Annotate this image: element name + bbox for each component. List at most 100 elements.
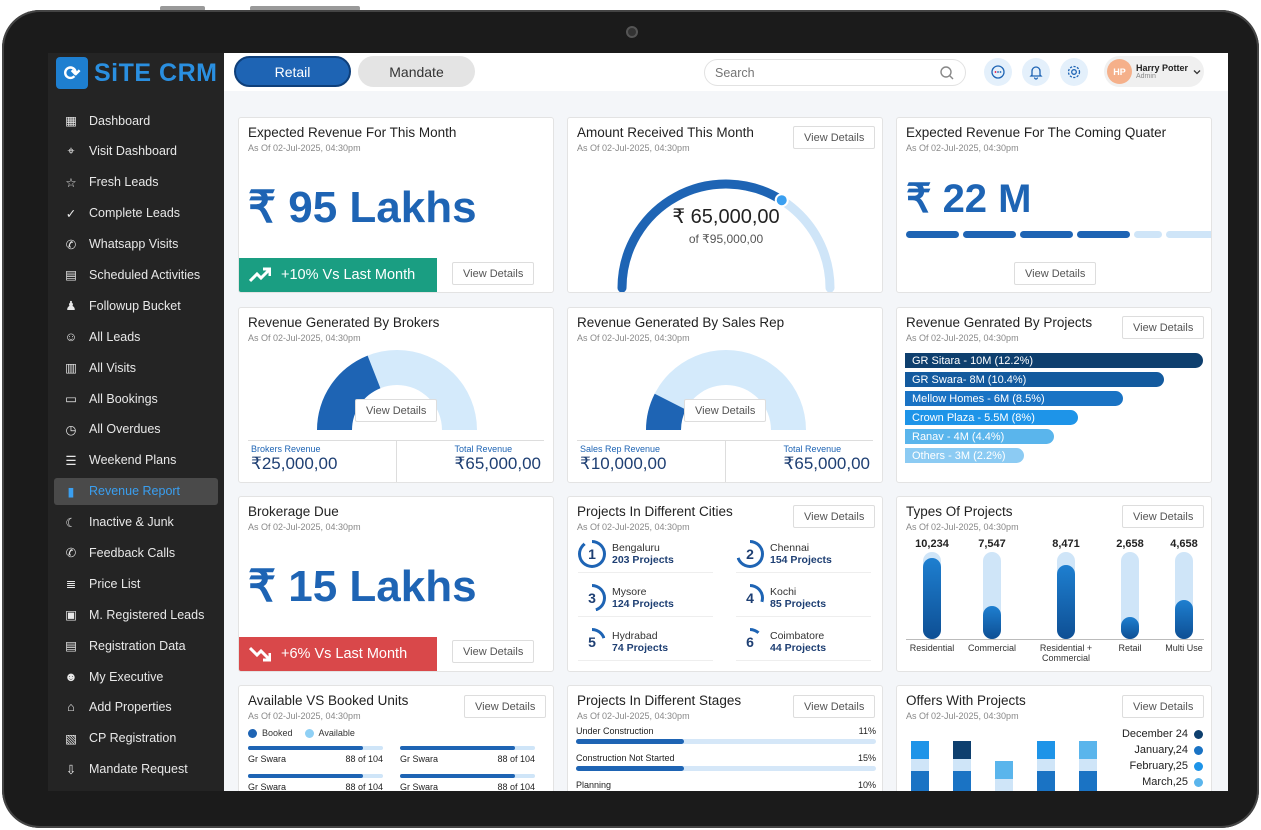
quarter-segment	[1166, 231, 1211, 238]
view-details-button[interactable]: View Details	[452, 262, 535, 285]
sidebar-item-label: All Overdues	[89, 422, 161, 437]
city-name: Chennai	[770, 542, 810, 554]
sidebar-item-all-overdues[interactable]: ◷ All Overdues	[54, 416, 218, 443]
card-asof: As Of 02-Jul-2025, 04:30pm	[906, 711, 1019, 721]
sidebar-item-label: Inactive & Junk	[89, 515, 174, 530]
sidebar-item-feedback-calls[interactable]: ✆ Feedback Calls	[54, 539, 218, 566]
view-details-button[interactable]: View Details	[793, 695, 876, 718]
sidebar-item-my-executive[interactable]: ☻ My Executive	[54, 663, 218, 690]
sidebar-item-dashboard[interactable]: ▦ Dashboard	[54, 107, 218, 134]
view-details-button[interactable]: View Details	[452, 640, 535, 663]
type-value-label: 4,658	[1170, 538, 1198, 550]
sidebar-item-label: Registration Data	[89, 638, 186, 653]
city-item[interactable]: 4 Kochi 85 Projects	[736, 584, 871, 617]
sidebar-item-label: Price List	[89, 576, 141, 591]
card-asof: As Of 02-Jul-2025, 04:30pm	[248, 143, 361, 153]
logo[interactable]: ⟳ SiTE CRM	[56, 55, 218, 91]
sidebar: ⟳ SiTE CRM ▦ Dashboard ⌖ Visit Dashboard ☆ Fr…	[48, 53, 224, 791]
gear-icon[interactable]	[1060, 58, 1088, 86]
user-name: Harry Potter	[1136, 62, 1189, 73]
view-details-button[interactable]: View Details	[464, 695, 547, 718]
city-rank-ring: 5	[578, 628, 606, 656]
city-name: Coimbatore	[770, 630, 825, 642]
view-details-button[interactable]: View Details	[355, 399, 438, 422]
sidebar-item-inactive-junk[interactable]: ☾ Inactive & Junk	[54, 509, 218, 536]
sidebar-item-label: M. Registered Leads	[89, 607, 205, 622]
booked-dot	[248, 728, 257, 738]
view-details-button[interactable]: View Details	[1014, 262, 1097, 285]
sidebar-item-complete-leads[interactable]: ✓ Complete Leads	[54, 200, 218, 227]
growth-badge-text: +10% Vs Last Month	[281, 267, 416, 283]
sidebar-item-cp-registration[interactable]: ▧ CP Registration	[54, 725, 218, 752]
view-details-button[interactable]: View Details	[684, 399, 767, 422]
view-details-button[interactable]: View Details	[1122, 316, 1205, 339]
sidebar-item-m-registered-leads[interactable]: ▣ M. Registered Leads	[54, 601, 218, 628]
sidebar-item-visit-dashboard[interactable]: ⌖ Visit Dashboard	[54, 138, 218, 165]
quarter-segment	[1077, 231, 1130, 238]
document-icon: ▭	[65, 392, 77, 407]
download-icon: ⇩	[65, 762, 77, 777]
card-expected-quarter: Expected Revenue For The Coming Quater A…	[896, 117, 1212, 293]
sidebar-item-revenue-report[interactable]: ▮ Revenue Report	[54, 477, 218, 505]
received-gauge	[617, 179, 835, 292]
sidebar-item-registration-data[interactable]: ▤ Registration Data	[54, 632, 218, 659]
city-item[interactable]: 6 Coimbatore 44 Projects	[736, 628, 871, 661]
type-bar	[1057, 565, 1075, 639]
type-bar-track	[1175, 552, 1193, 639]
logo-mark-icon: ⟳	[56, 57, 88, 89]
city-item[interactable]: 3 Mysore 124 Projects	[578, 584, 713, 617]
city-count: 124 Projects	[612, 598, 674, 610]
units-legend: Booked Available	[248, 728, 355, 738]
city-rank: 4	[746, 590, 754, 606]
screen: ⟳ SiTE CRM ▦ Dashboard ⌖ Visit Dashboard ☆ Fr…	[48, 53, 1228, 791]
sidebar-item-followup-bucket[interactable]: ♟ Followup Bucket	[54, 292, 218, 319]
tab-retail[interactable]: Retail	[234, 56, 351, 87]
search-box	[704, 59, 966, 86]
sidebar-item-label: Whatsapp Visits	[89, 237, 179, 252]
card-asof: As Of 02-Jul-2025, 04:30pm	[577, 711, 690, 721]
user-menu[interactable]: HP Harry Potter Admin	[1104, 56, 1204, 87]
sidebar-item-all-visits[interactable]: ▥ All Visits	[54, 354, 218, 381]
type-category-label: Multi Use	[1165, 643, 1203, 653]
sidebar-item-label: Feedback Calls	[89, 545, 176, 560]
view-details-button[interactable]: View Details	[793, 505, 876, 528]
card-title: Projects In Different Stages	[577, 693, 742, 708]
sales-rep-gauge	[646, 350, 806, 430]
card-asof: As Of 02-Jul-2025, 04:30pm	[906, 522, 1019, 532]
sidebar-item-add-properties[interactable]: ⌂ Add Properties	[54, 694, 218, 721]
sidebar-item-mandate-request[interactable]: ⇩ Mandate Request	[54, 756, 218, 783]
sidebar-item-scheduled-activities[interactable]: ▤ Scheduled Activities	[54, 261, 218, 288]
card-amount-received: Amount Received This Month As Of 02-Jul-…	[567, 117, 883, 293]
city-item[interactable]: 2 Chennai 154 Projects	[736, 540, 871, 573]
bell-icon[interactable]	[1022, 58, 1050, 86]
view-details-button[interactable]: View Details	[1122, 695, 1205, 718]
card-asof: As Of 02-Jul-2025, 04:30pm	[906, 143, 1019, 153]
stage-label: Construction Not Started	[576, 753, 675, 763]
people-icon: ☺	[64, 329, 78, 344]
city-item[interactable]: 5 Hydrabad 74 Projects	[578, 628, 713, 661]
city-rank: 6	[746, 634, 754, 650]
sidebar-item-price-list[interactable]: ≣ Price List	[54, 570, 218, 597]
city-count: 74 Projects	[612, 642, 669, 654]
sidebar-item-weekend-plans[interactable]: ☰ Weekend Plans	[54, 447, 218, 474]
view-details-button[interactable]: View Details	[1122, 505, 1205, 528]
sidebar-item-all-leads[interactable]: ☺ All Leads	[54, 323, 218, 350]
decline-badge-text: +6% Vs Last Month	[281, 646, 408, 662]
search-icon[interactable]	[939, 65, 955, 81]
sidebar-item-whatsapp-visits[interactable]: ✆ Whatsapp Visits	[54, 231, 218, 258]
legend-available: Available	[318, 728, 355, 738]
sidebar-item-label: Weekend Plans	[89, 453, 177, 468]
units-row-value: 88 of 104	[345, 754, 383, 764]
sidebar-item-all-bookings[interactable]: ▭ All Bookings	[54, 385, 218, 412]
card-title: Amount Received This Month	[577, 125, 754, 140]
team-icon: ☻	[64, 669, 78, 684]
sidebar-item-label: Complete Leads	[89, 206, 181, 221]
city-item[interactable]: 1 Bengaluru 203 Projects	[578, 540, 713, 573]
tab-mandate[interactable]: Mandate	[358, 56, 475, 87]
chat-icon[interactable]	[984, 58, 1012, 86]
type-category-label: Commercial	[967, 643, 1016, 653]
sidebar-item-fresh-leads[interactable]: ☆ Fresh Leads	[54, 169, 218, 196]
card-stages: Projects In Different Stages As Of 02-Ju…	[567, 685, 883, 791]
view-details-button[interactable]: View Details	[793, 126, 876, 149]
search-input[interactable]	[715, 65, 915, 80]
